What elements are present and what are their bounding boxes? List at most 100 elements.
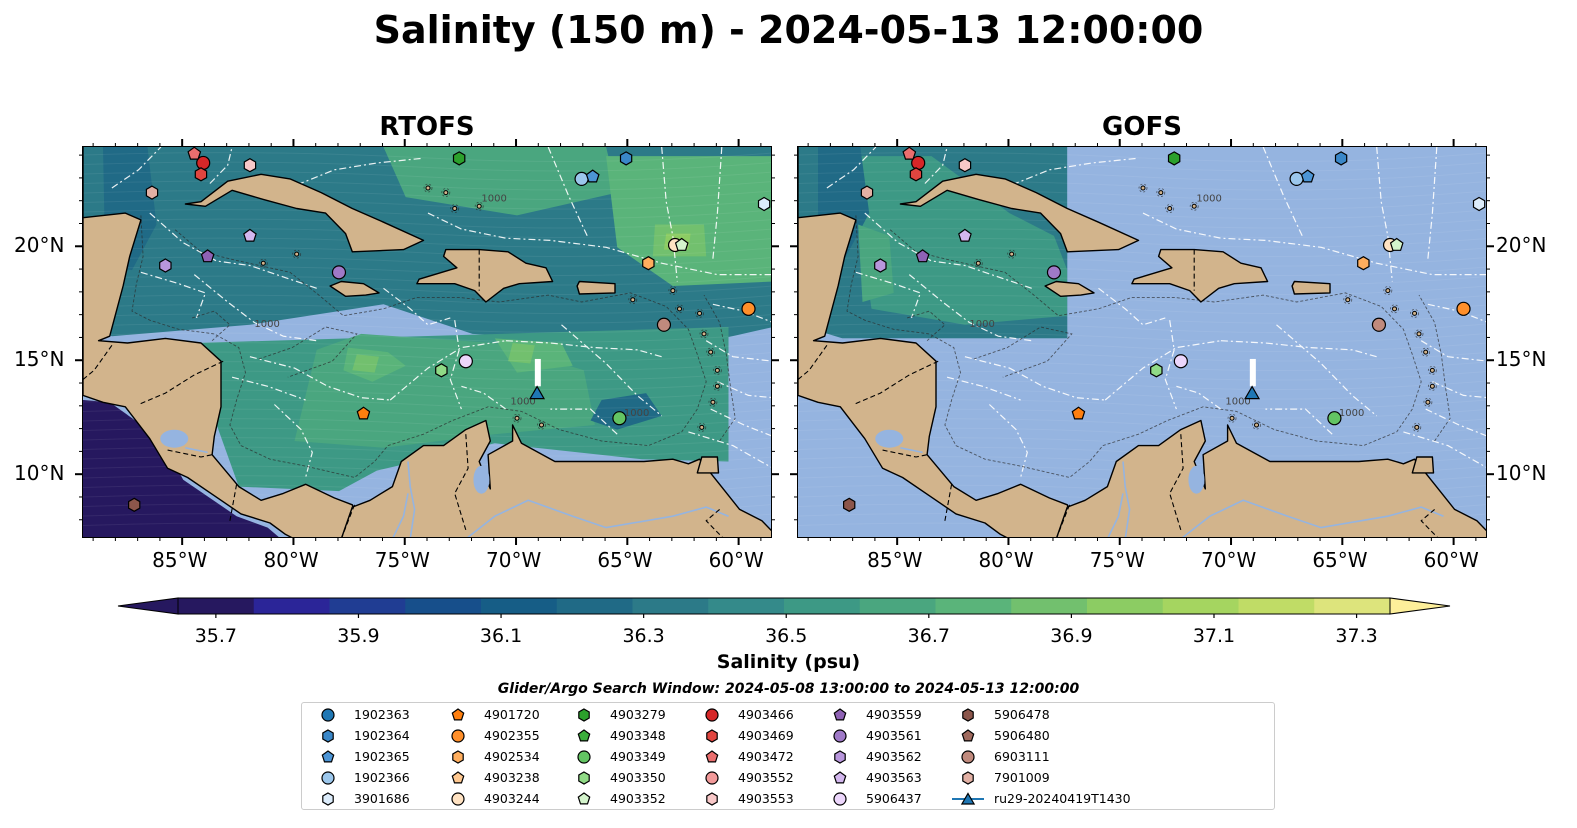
float-marker-4902355 — [1456, 301, 1471, 316]
legend-label: 5906437 — [866, 791, 922, 806]
legend-label: 4903553 — [738, 791, 794, 806]
legend-circle-icon — [961, 750, 975, 764]
legend-circle-icon — [321, 771, 335, 785]
legend-hexagon-icon — [578, 771, 590, 785]
legend-marker-icon — [706, 729, 718, 743]
lat-tick-label: 10°N — [14, 461, 65, 486]
colorbar-bin — [1162, 598, 1239, 614]
panel-title-gofs: GOFS — [1102, 112, 1182, 142]
legend-pentagon-icon — [961, 729, 975, 742]
legend-hexagon-icon — [706, 792, 718, 806]
legend-hexagon-icon — [962, 771, 974, 785]
float-marker-5906437 — [1173, 354, 1188, 369]
float-marker-4903350 — [1150, 363, 1163, 378]
float-marker-7901009 — [145, 185, 159, 200]
lat-tick-label: 20°N — [1496, 233, 1547, 258]
float-marker-6903111 — [1371, 317, 1387, 332]
float-marker-6903111 — [656, 317, 672, 332]
legend-item: 5906478 — [950, 705, 1135, 725]
lat-tick-label: 15°N — [14, 347, 65, 372]
legend-label: 3901686 — [354, 791, 410, 806]
float-marker-4903472 — [187, 147, 202, 160]
lon-tick-label: 65°W — [1312, 548, 1368, 572]
colorbar-tick: 37.1 — [1192, 625, 1236, 647]
land-jamaica — [329, 280, 380, 298]
legend-marker-icon — [961, 750, 975, 764]
legend-marker-icon — [322, 792, 334, 806]
legend-item: 4903348 — [566, 726, 751, 746]
contour-label: 1000 — [1225, 397, 1250, 408]
legend-item: 4903553 — [694, 789, 879, 809]
lon-tick-label: 70°W — [1201, 548, 1257, 572]
colorbar-bin — [253, 598, 330, 614]
lake-maracaibo — [473, 465, 490, 494]
colorbar-bin — [405, 598, 482, 614]
legend-label: 4903563 — [866, 770, 922, 785]
colorbar — [117, 597, 1451, 618]
lon-tick-label: 65°W — [597, 548, 653, 572]
legend-marker-icon — [321, 708, 335, 722]
contour-label: 1000 — [969, 319, 994, 330]
legend-label: 4903561 — [866, 728, 922, 743]
legend-item: 6903111 — [950, 747, 1135, 767]
legend-label: ru29-20240419T1430 — [994, 791, 1131, 806]
legend-item: 1902365 — [310, 747, 495, 767]
legend-item: 4903552 — [694, 768, 879, 788]
legend-item: 4903244 — [440, 789, 625, 809]
gofs-map: 1000 1000 1000 1000 — [798, 147, 1486, 537]
lake-nicaragua — [875, 429, 904, 448]
legend-item: 4903238 — [440, 768, 625, 788]
land-hispaniola — [1131, 248, 1269, 303]
contour-label: 1000 — [510, 397, 535, 408]
float-marker-4903561 — [1046, 265, 1062, 280]
legend-label: 4903472 — [738, 749, 794, 764]
legend-hexagon-icon — [452, 750, 464, 764]
legend-item: 4901720 — [440, 705, 625, 725]
lat-tick-label: 20°N — [14, 233, 65, 258]
float-marker-4903349 — [1327, 411, 1342, 426]
land-hispaniola — [416, 248, 554, 303]
contour-label: 1000 — [624, 408, 649, 419]
legend-marker-icon — [577, 729, 591, 742]
colorbar-tick: 36.1 — [479, 625, 523, 647]
legend-label: 5906480 — [994, 728, 1050, 743]
legend-marker-icon — [961, 729, 975, 742]
float-marker-4903562 — [874, 258, 887, 273]
lon-tick-label: 75°W — [1089, 548, 1145, 572]
lon-tick-label: 60°W — [708, 548, 764, 572]
float-marker-4903279 — [452, 151, 466, 166]
legend-label: 4903559 — [866, 707, 922, 722]
legend-pentagon-icon — [451, 708, 465, 721]
glider-track-gap — [534, 358, 541, 387]
float-marker-5906437 — [458, 354, 473, 369]
float-marker-4903563 — [958, 228, 972, 242]
float-marker-4903563 — [243, 228, 257, 242]
legend-marker-icon — [833, 792, 847, 806]
legend-item: 5906480 — [950, 726, 1135, 746]
legend-circle-icon — [833, 792, 847, 806]
legend-marker-icon — [451, 792, 465, 806]
legend-label: 4903562 — [866, 749, 922, 764]
legend-marker-icon — [705, 771, 719, 785]
lat-tick-label: 10°N — [1496, 461, 1547, 486]
float-marker-1902365 — [585, 169, 600, 183]
legend-item: 4903562 — [822, 747, 1007, 767]
colorbar-bin — [1238, 598, 1315, 614]
legend-circle-icon — [833, 729, 847, 743]
legend-label: 4903352 — [610, 791, 666, 806]
legend-item: 4903559 — [822, 705, 1007, 725]
float-marker-4903553 — [958, 158, 972, 173]
float-marker-4903562 — [159, 258, 172, 273]
legend-label: 4903552 — [738, 770, 794, 785]
legend-hexagon-icon — [962, 708, 974, 722]
panel-title-rtofs: RTOFS — [379, 112, 475, 142]
rtofs-map: 1000 1000 1000 1000 — [83, 147, 771, 537]
legend-label: 4902534 — [484, 749, 540, 764]
float-marker-3901686 — [1472, 196, 1486, 212]
legend-marker-icon — [705, 708, 719, 722]
float-marker-4903279 — [1167, 151, 1181, 166]
legend-marker-icon — [451, 729, 465, 743]
colorbar-bin — [859, 598, 936, 614]
lon-tick-label: 80°W — [978, 548, 1034, 572]
lat-tick-label: 15°N — [1496, 347, 1547, 372]
